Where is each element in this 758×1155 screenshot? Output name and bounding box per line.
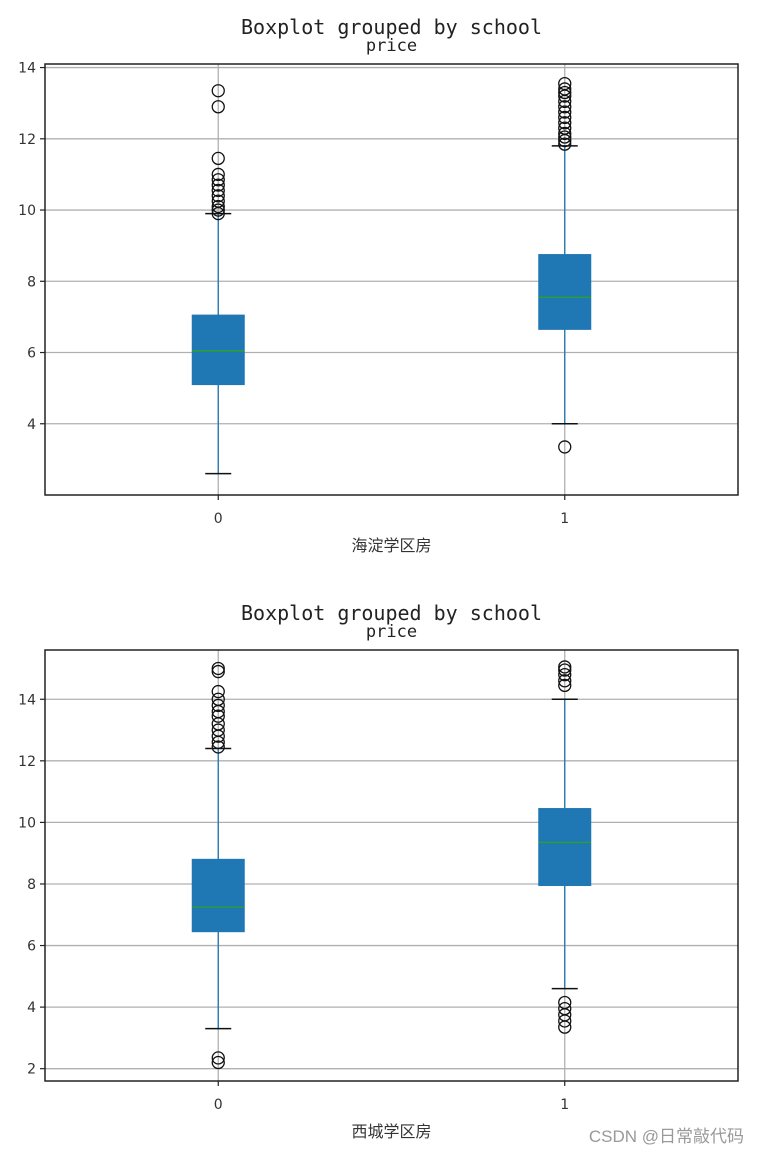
flier-point xyxy=(211,194,225,208)
y-tick-label: 14 xyxy=(18,692,36,708)
flier-point xyxy=(211,167,225,182)
flier-point xyxy=(211,183,225,198)
x-tick-label: 0 xyxy=(214,1097,223,1113)
y-tick-label: 4 xyxy=(27,1000,36,1016)
chart-subtitle: price xyxy=(366,622,417,642)
x-tick-label: 1 xyxy=(560,1097,569,1113)
flier-point xyxy=(211,661,225,676)
y-tick-label: 12 xyxy=(18,754,36,770)
box-iqr xyxy=(538,254,592,330)
flier-point xyxy=(211,723,225,737)
flier-point xyxy=(211,178,225,192)
flier-point xyxy=(211,1051,225,1065)
x-tick-label: 0 xyxy=(214,511,223,527)
y-tick-label: 6 xyxy=(27,939,36,955)
flier-point xyxy=(558,674,572,688)
flier-point xyxy=(211,151,225,166)
flier-point xyxy=(558,82,572,96)
flier-point xyxy=(558,660,572,674)
y-tick-label: 12 xyxy=(18,132,36,148)
flier-point xyxy=(558,100,572,114)
flier-point xyxy=(211,698,225,713)
y-tick-label: 14 xyxy=(18,61,36,77)
flier-point xyxy=(558,85,572,100)
x-tick-label: 1 xyxy=(560,511,569,527)
y-tick-label: 6 xyxy=(27,346,36,362)
chart-title: Boxplot grouped by school xyxy=(241,601,542,625)
flier-point xyxy=(558,116,572,130)
flier-point xyxy=(558,1002,572,1016)
axes-frame xyxy=(44,63,739,496)
chart-title: Boxplot grouped by school xyxy=(241,15,542,39)
watermark: CSDN @日常敲代码 xyxy=(588,1127,744,1146)
flier-point xyxy=(211,203,225,217)
flier-point xyxy=(211,173,225,187)
flier-point xyxy=(558,667,572,682)
flier-point xyxy=(558,130,572,144)
chart-subtitle: price xyxy=(366,36,417,56)
flier-point xyxy=(211,709,225,723)
flier-point xyxy=(211,740,225,754)
flier-point xyxy=(558,76,572,91)
flier-point xyxy=(558,440,572,454)
flier-point xyxy=(558,137,572,151)
flier-point xyxy=(558,121,572,135)
flier-point xyxy=(211,664,225,679)
y-tick-label: 8 xyxy=(27,274,36,290)
flier-point xyxy=(558,995,572,1010)
flier-point xyxy=(211,692,225,706)
x-axis-label: 西城学区房 xyxy=(351,1122,431,1141)
x-axis-label: 海淀学区房 xyxy=(351,536,431,555)
boxplot-panel-xicheng: Boxplot grouped by schoolprice2468101214… xyxy=(18,601,739,1141)
axes-frame xyxy=(44,649,739,1082)
box-iqr xyxy=(538,808,592,887)
flier-point xyxy=(211,684,225,699)
y-tick-label: 8 xyxy=(27,877,36,893)
flier-point xyxy=(558,126,572,141)
flier-point xyxy=(211,199,225,214)
flier-point xyxy=(558,105,572,119)
box-iqr xyxy=(191,858,245,933)
y-tick-label: 4 xyxy=(27,417,36,433)
box-iqr xyxy=(191,314,245,386)
y-tick-label: 10 xyxy=(18,815,36,831)
flier-point xyxy=(558,110,572,125)
flier-point xyxy=(211,84,225,98)
flier-point xyxy=(558,678,572,693)
y-tick-label: 2 xyxy=(27,1062,36,1078)
flier-point xyxy=(211,189,225,203)
y-tick-label: 10 xyxy=(18,203,36,219)
flier-point xyxy=(211,1055,225,1070)
flier-point xyxy=(558,663,572,677)
flier-point xyxy=(211,100,225,114)
